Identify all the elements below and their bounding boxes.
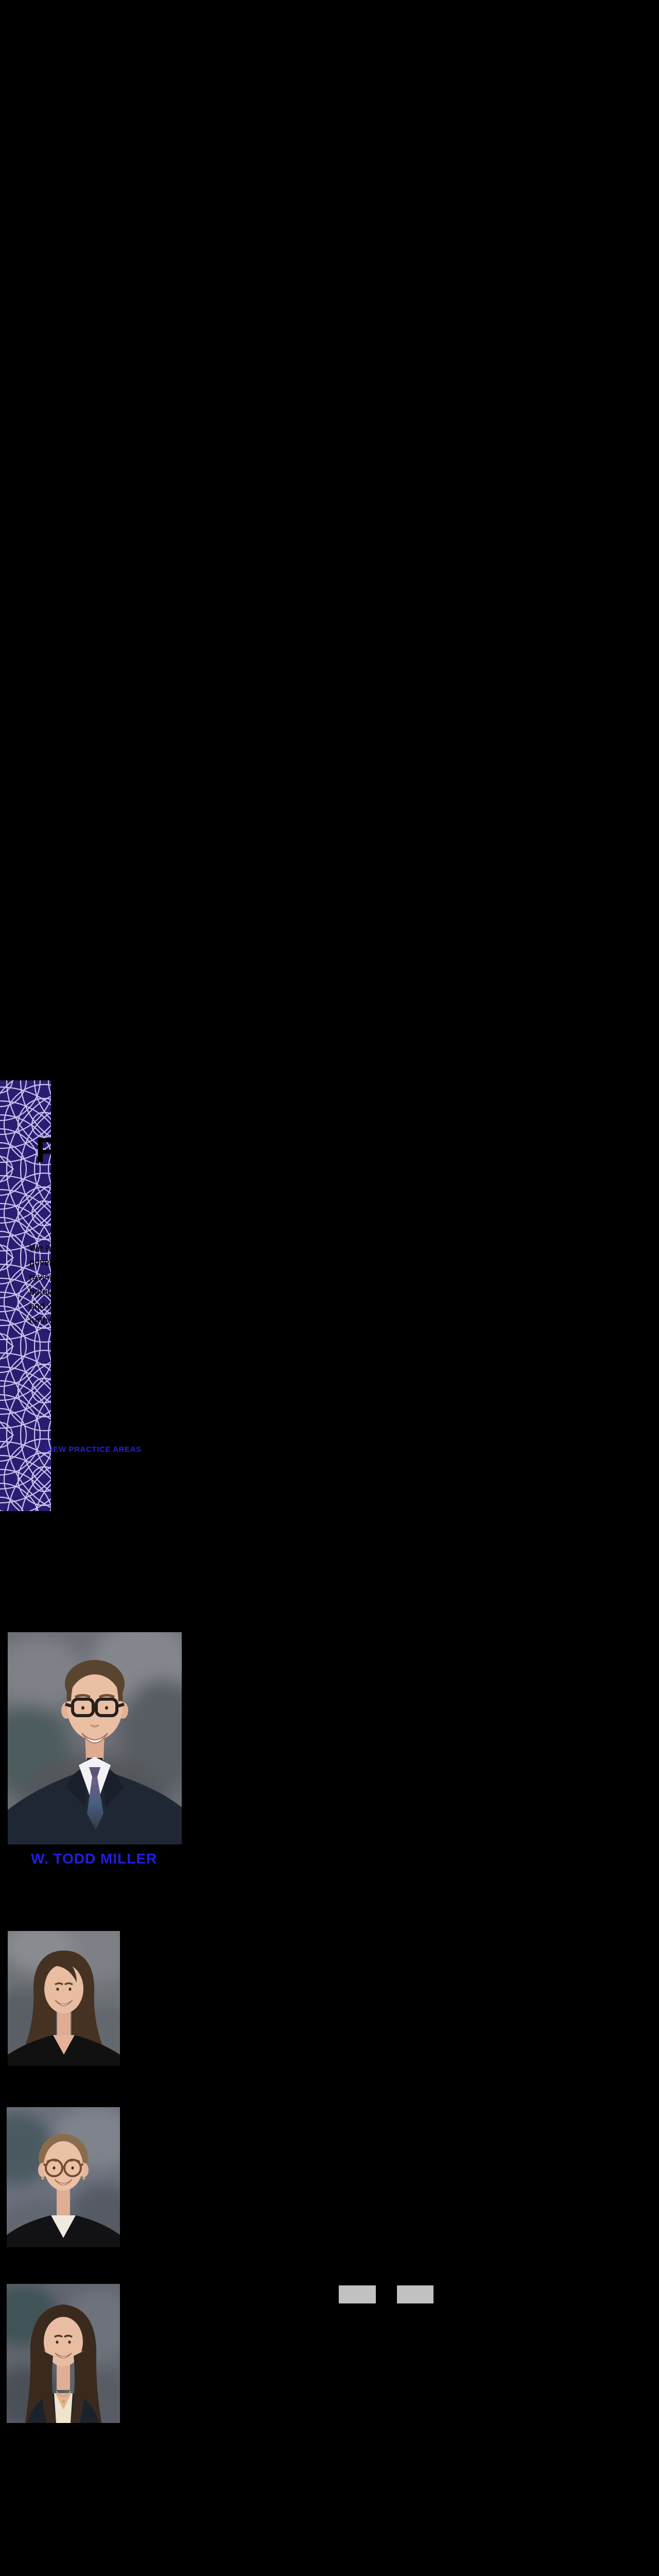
attorney-photo-4[interactable] <box>7 2284 120 2423</box>
portrait-man-glasses-suit-tie <box>8 1632 182 1844</box>
paragraph-line: gover <box>29 1257 53 1268</box>
attorney-photo-2[interactable] <box>8 1931 120 2066</box>
paragraph-line: before <box>29 1286 56 1297</box>
concentric-rings-pattern <box>0 1080 51 1511</box>
portrait-woman-wavy-dark-hair <box>8 1931 120 2066</box>
attorney-name-link[interactable]: W. TODD MILLER <box>31 1851 158 1867</box>
view-practice-areas-link[interactable]: VIEW PRACTICE AREAS <box>45 1445 142 1454</box>
practice-areas-paragraph: We ad gover review before and w furthe <box>29 1241 56 1328</box>
practice-areas-heading: PRACTICE AREAS <box>36 1131 360 1170</box>
paragraph-line: and w <box>29 1301 55 1312</box>
paragraph-line: We ad <box>29 1243 56 1253</box>
practice-areas-pattern-panel <box>0 1080 51 1511</box>
portrait-woman-long-hair-necklace <box>7 2284 120 2423</box>
paragraph-line: furthe <box>29 1315 54 1326</box>
portrait-woman-glasses-blazer <box>7 2107 120 2247</box>
carousel-next-button[interactable] <box>397 2285 433 2303</box>
attorney-photo-w-todd-miller[interactable] <box>8 1632 182 1844</box>
attorney-photo-3[interactable] <box>7 2107 120 2247</box>
paragraph-line: review <box>29 1272 57 1282</box>
carousel-prev-button[interactable] <box>339 2285 376 2303</box>
